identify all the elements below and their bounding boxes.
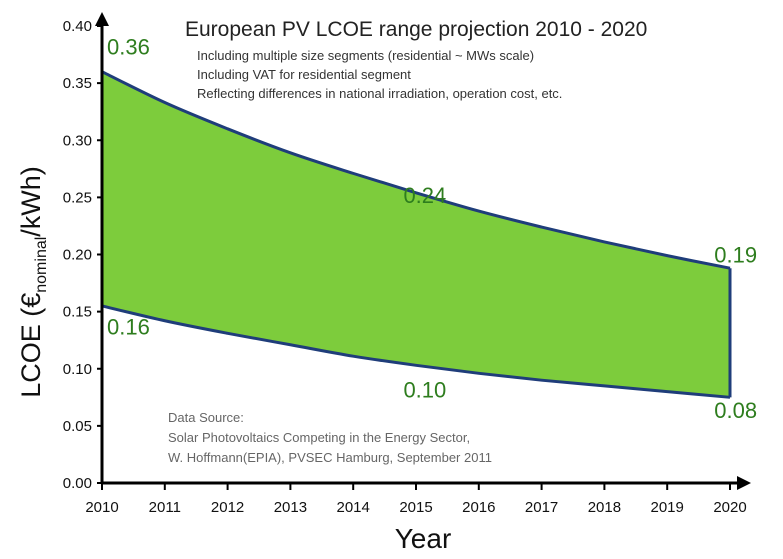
- x-tick-label: 2017: [525, 499, 558, 516]
- x-tick-label: 2014: [337, 499, 370, 516]
- y-tick-label: 0.40: [63, 18, 92, 35]
- y-tick-label: 0.15: [63, 304, 92, 321]
- upper-bound-line: [101, 70, 731, 270]
- y-tick-label: 0.25: [63, 189, 92, 206]
- y-axis-title-main: LCOE (€: [16, 293, 46, 398]
- y-axis-title-subscript: nominal: [33, 237, 50, 293]
- source-line-2: Solar Photovoltaics Competing in the Ene…: [168, 430, 471, 445]
- data-label: 0.08: [714, 398, 757, 423]
- title-block: European PV LCOE range projection 2010 -…: [185, 18, 745, 101]
- subtitle-line-3: Reflecting differences in national irrad…: [197, 86, 563, 101]
- y-tick-label: 0.30: [63, 132, 92, 149]
- data-label: 0.16: [107, 314, 150, 339]
- x-tick-label: 2012: [211, 499, 244, 516]
- subtitle-line-1: Including multiple size segments (reside…: [197, 48, 535, 63]
- y-tick-label: 0.10: [63, 361, 92, 378]
- y-axis-arrow-icon: [95, 12, 109, 26]
- subtitle-line-2: Including VAT for residential segment: [197, 67, 411, 82]
- x-tick-label: 2013: [274, 499, 307, 516]
- x-tick-label: 2015: [399, 499, 432, 516]
- data-source-note: Data Source: Solar Photovoltaics Competi…: [168, 408, 492, 468]
- source-line-1: Data Source:: [168, 410, 244, 425]
- y-axis-title: LCOE (€nominal/kWh): [16, 166, 50, 398]
- y-tick-label: 0.05: [63, 418, 92, 435]
- lcoe-range-band: [102, 71, 730, 398]
- x-axis-arrow-icon: [737, 476, 751, 490]
- y-axis-title-tail: /kWh): [16, 166, 46, 237]
- y-tick-label: 0.00: [63, 475, 92, 492]
- x-tick-label: 2019: [651, 499, 684, 516]
- y-tick-label: 0.35: [63, 75, 92, 92]
- chart-title: European PV LCOE range projection 2010 -…: [185, 18, 648, 41]
- source-line-3: W. Hoffmann(EPIA), PVSEC Hamburg, Septem…: [168, 450, 492, 465]
- y-tick-label: 0.20: [63, 247, 92, 264]
- data-label: 0.10: [403, 377, 446, 402]
- x-tick-label: 2018: [588, 499, 621, 516]
- x-tick-label: 2011: [149, 499, 181, 516]
- data-label: 0.36: [107, 35, 150, 60]
- x-axis-title: Year: [395, 523, 452, 554]
- x-tick-label: 2020: [713, 499, 746, 516]
- x-tick-label: 2010: [85, 499, 118, 516]
- data-label: 0.24: [403, 183, 446, 208]
- data-label: 0.19: [714, 242, 757, 267]
- lower-bound-line: [101, 304, 731, 399]
- x-tick-label: 2016: [462, 499, 495, 516]
